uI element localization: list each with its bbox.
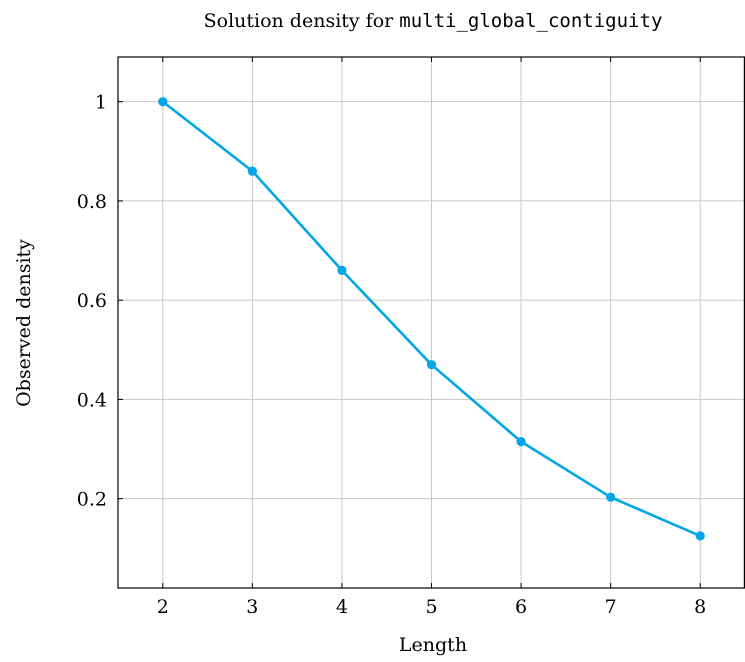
axis-ticks (118, 57, 701, 588)
y-tick-label: 0.4 (77, 389, 107, 411)
data-point (426, 360, 437, 370)
x-tick-label: 3 (246, 596, 258, 618)
data-point (516, 437, 526, 447)
x-tick-label: 8 (694, 596, 706, 618)
chart-title-code: multi_global_contiguity (399, 10, 662, 32)
y-tick-label: 0.6 (77, 290, 107, 312)
data-point (247, 166, 257, 176)
x-axis-label: Length (399, 634, 467, 656)
x-tick-label: 5 (425, 596, 437, 618)
y-tick-labels: 0.2 0.4 0.6 0.8 1 (77, 92, 107, 511)
chart-title-prefix: Solution density for (204, 10, 400, 32)
x-tick-label: 2 (157, 596, 169, 618)
data-point (695, 531, 705, 541)
x-tick-label: 6 (515, 596, 527, 618)
x-tick-labels: 2 3 4 5 6 7 8 (157, 596, 707, 618)
y-tick-label: 0.2 (77, 489, 107, 511)
y-tick-label: 1 (95, 92, 107, 114)
axis-frame (117, 56, 745, 589)
data-point (606, 492, 616, 502)
x-tick-label: 4 (336, 596, 348, 618)
grid (118, 57, 745, 588)
data-point (337, 265, 347, 275)
x-tick-label: 7 (605, 596, 617, 618)
y-tick-label: 0.8 (77, 191, 107, 213)
y-axis-label: Observed density (13, 239, 35, 407)
chart-title: Solution density for multi_global_contig… (204, 10, 663, 32)
data-point (158, 97, 168, 107)
series-group (158, 97, 705, 541)
